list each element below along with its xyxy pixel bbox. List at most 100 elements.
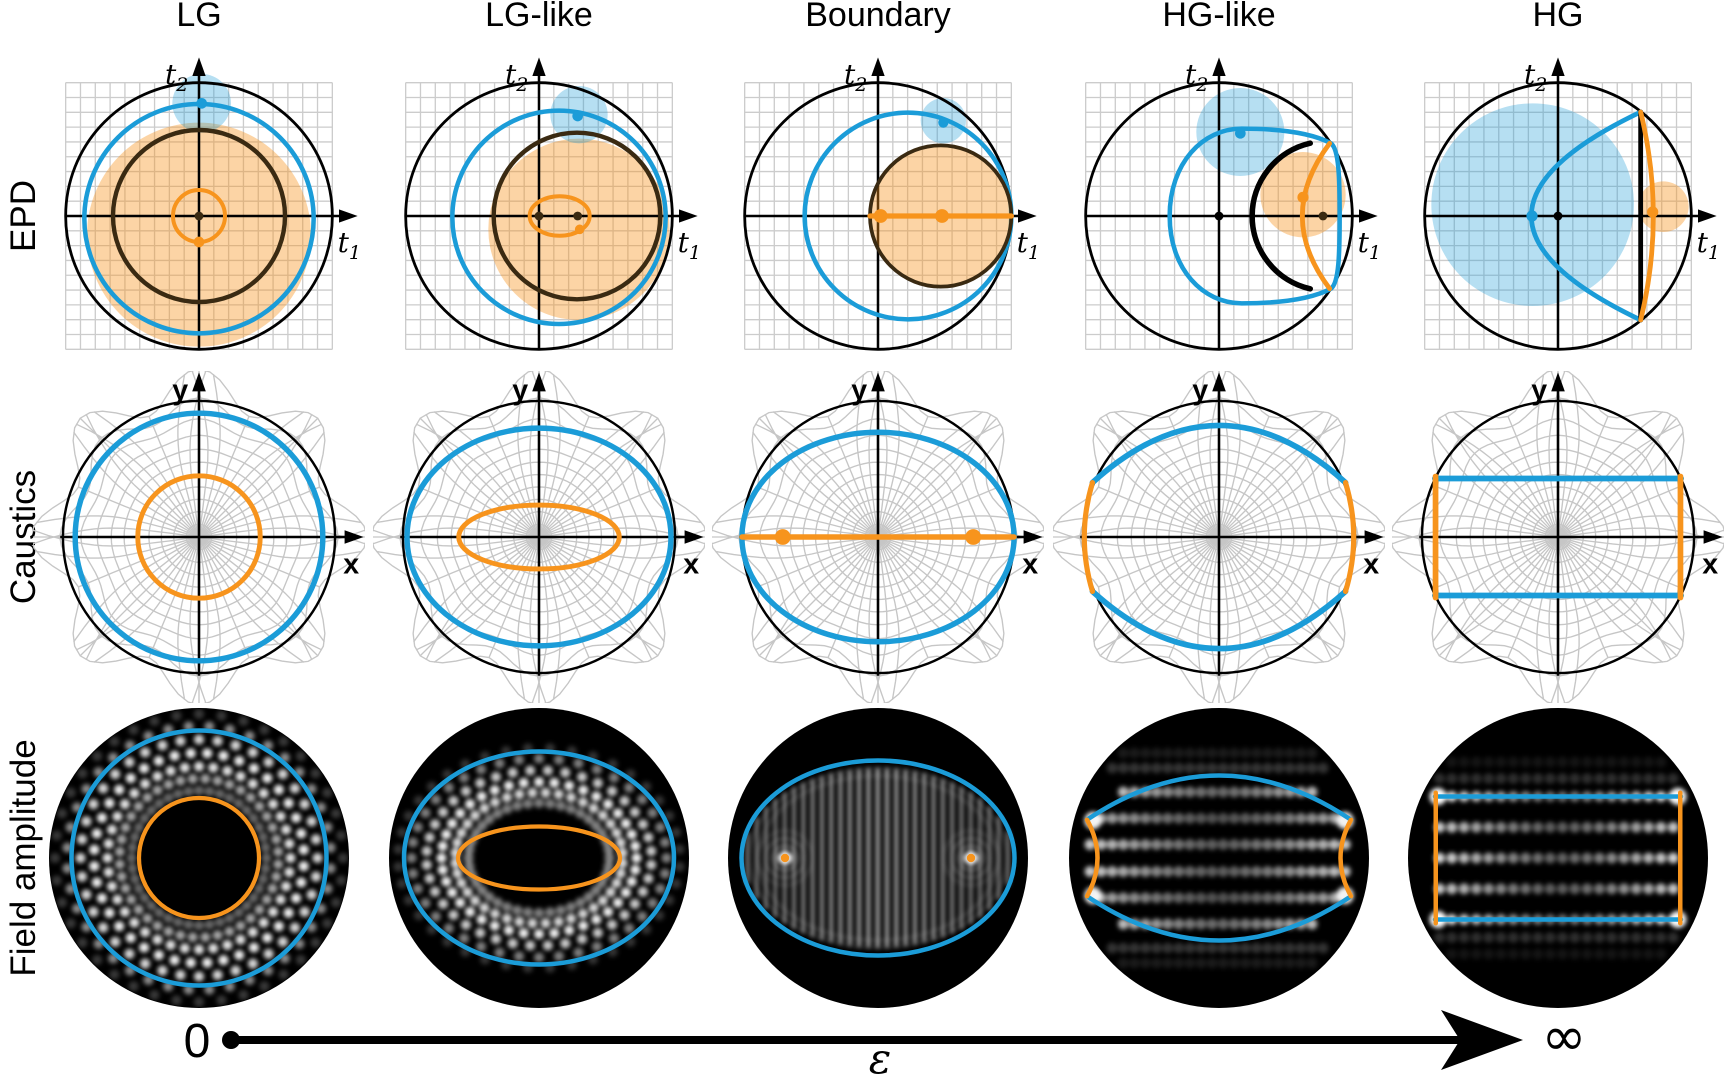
field-disk xyxy=(48,708,349,1008)
x-axis-arrow-icon xyxy=(344,530,364,544)
y-axis-arrow-icon xyxy=(532,57,546,77)
y-axis-arrow-icon xyxy=(871,57,885,77)
caustics-panel-hg-like: yx xyxy=(1053,371,1385,703)
orange-dot xyxy=(1647,206,1659,218)
column-title-boundary: Boundary xyxy=(805,0,951,34)
orange-caustic-right xyxy=(1338,817,1354,899)
blue-dot xyxy=(1235,128,1246,139)
focus-dot-left xyxy=(774,529,791,545)
y-axis-arrow-icon xyxy=(1551,57,1565,77)
caustics-panel-boundary: yx xyxy=(712,371,1044,703)
orange-orbit xyxy=(527,194,592,238)
orange-dot-left xyxy=(873,209,888,223)
x-axis-arrow-icon xyxy=(339,209,358,223)
blue-caustic-bottom xyxy=(1089,588,1349,652)
blue-caustic xyxy=(404,425,674,649)
field-panel-lg xyxy=(48,708,349,1008)
x-axis-label: x xyxy=(1022,549,1038,581)
y-axis-arrow-icon xyxy=(871,372,885,392)
x-axis-arrow-icon xyxy=(679,209,698,223)
epsilon-label: ε xyxy=(869,1034,892,1079)
orange-caustic-right xyxy=(1342,479,1357,595)
y-axis-label: y xyxy=(1192,375,1208,407)
field-panel-hg xyxy=(1408,708,1708,1008)
y-axis-arrow-icon xyxy=(1212,372,1226,392)
epd-panel-boundary: t2 t1 xyxy=(743,57,1038,351)
y-axis-arrow-icon xyxy=(1551,372,1565,392)
x-axis-label: t1 xyxy=(678,226,699,264)
y-axis-arrow-icon xyxy=(192,372,206,392)
orange-dot-right xyxy=(935,209,949,223)
x-axis-label: x xyxy=(1702,549,1718,581)
epsilon-infinity-label: ∞ xyxy=(1542,1005,1587,1068)
axis-arrowhead-icon xyxy=(1441,1010,1523,1070)
caustics-panel-lg: yx xyxy=(33,371,365,703)
field-disk xyxy=(389,708,689,1008)
blue-caustic xyxy=(401,749,677,967)
field-pattern xyxy=(1429,756,1687,960)
unit-circle xyxy=(64,81,334,351)
center-dot xyxy=(194,211,204,221)
y-axis-arrow-icon xyxy=(192,57,206,77)
field-disk xyxy=(1069,708,1369,1008)
y-axis-label: t2 xyxy=(844,58,867,96)
focus-dot-right xyxy=(965,529,982,545)
caustics-panel-hg: yx xyxy=(1392,371,1724,703)
brown-circle xyxy=(491,130,663,302)
x-axis-label: t1 xyxy=(1017,226,1038,264)
black-arc xyxy=(1249,140,1313,292)
x-axis-arrow-icon xyxy=(1359,209,1378,223)
y-axis-label: y xyxy=(1531,375,1547,407)
focus-dot-right xyxy=(966,853,976,863)
y-axis-label: y xyxy=(851,375,867,407)
blue-orbit xyxy=(1167,126,1342,306)
blue-caustic xyxy=(739,758,1017,958)
y-axis-label: t2 xyxy=(165,58,188,96)
orange-caustic xyxy=(136,795,262,921)
y-axis-label: y xyxy=(172,375,188,407)
blue-dot xyxy=(572,110,583,122)
x-axis-label: x xyxy=(343,549,359,581)
focus-dot-left xyxy=(780,853,790,863)
x-axis-arrow-icon xyxy=(1364,530,1384,544)
y-axis-label: t2 xyxy=(505,58,528,96)
center-dot xyxy=(534,211,544,221)
blue-caustic xyxy=(69,728,329,988)
y-axis-arrow-icon xyxy=(532,372,546,392)
brown-circle xyxy=(110,127,288,305)
blue-dot xyxy=(196,98,207,109)
orange-caustic xyxy=(135,473,263,601)
y-axis-label: y xyxy=(512,375,528,407)
x-axis-arrow-icon xyxy=(1023,530,1043,544)
blue-dot xyxy=(938,117,949,128)
orange-dot xyxy=(1297,191,1309,203)
x-axis-label: t1 xyxy=(338,226,359,264)
x-axis-arrow-icon xyxy=(1698,209,1717,223)
y-axis-label: t2 xyxy=(1185,58,1208,96)
orange-dot xyxy=(193,236,205,248)
x-axis-label: t1 xyxy=(1697,226,1718,264)
row-label-field: Field amplitude xyxy=(4,739,43,977)
column-title-lg: LG xyxy=(176,0,222,34)
blue-dot xyxy=(1526,210,1538,222)
field-pattern xyxy=(1084,747,1354,969)
unit-circle xyxy=(1084,81,1354,351)
x-axis-arrow-icon xyxy=(1018,209,1037,223)
epsilon-zero-label: 0 xyxy=(184,1015,211,1068)
orange-arc xyxy=(1299,140,1333,292)
field-pattern xyxy=(745,766,1010,950)
blue-caustic xyxy=(72,410,326,664)
y-axis-arrow-icon xyxy=(1212,57,1226,77)
orange-caustic xyxy=(456,502,622,572)
orange-dot xyxy=(574,224,585,235)
epd-panel-hg-like: t2 t1 xyxy=(1084,57,1379,351)
x-axis-label: x xyxy=(1363,549,1379,581)
x-axis-label: x xyxy=(683,549,699,581)
center-dot xyxy=(1214,211,1224,221)
column-title-lg-like: LG-like xyxy=(485,0,593,34)
field-panel-hg-like xyxy=(1069,708,1369,1008)
row-label-epd: EPD xyxy=(4,180,43,252)
y-axis-label: t2 xyxy=(1524,58,1547,96)
caustics-panel-lg-like: yx xyxy=(373,371,705,703)
